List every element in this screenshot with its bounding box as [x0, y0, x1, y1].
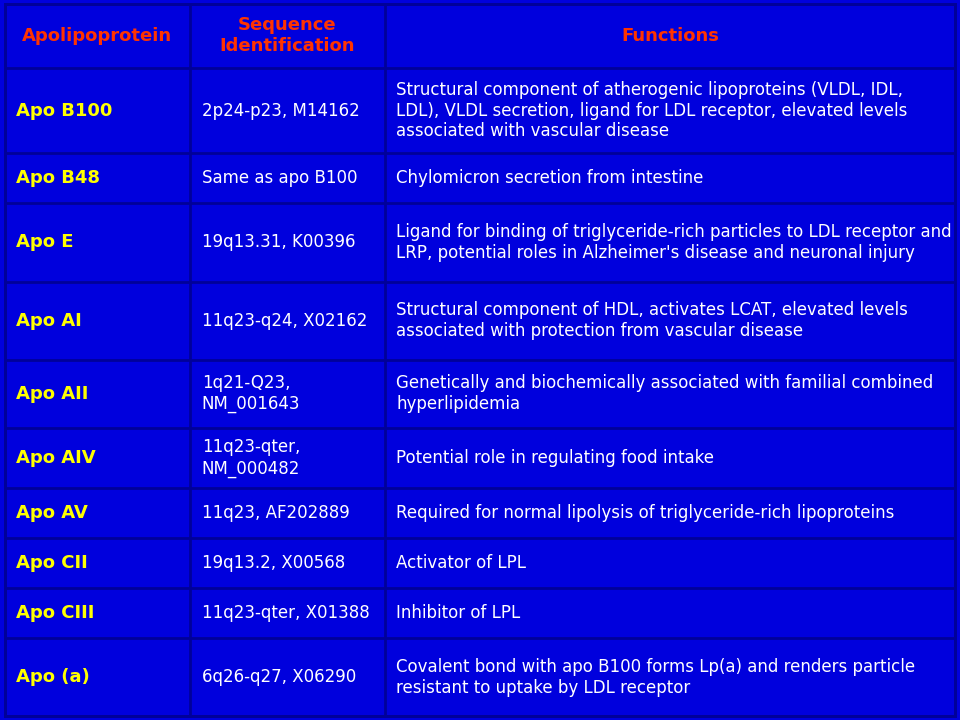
Text: Apo AII: Apo AII	[16, 385, 88, 403]
Text: 2p24-p23, M14162: 2p24-p23, M14162	[202, 102, 359, 120]
Text: Apolipoprotein: Apolipoprotein	[22, 27, 173, 45]
Text: Apo B100: Apo B100	[16, 102, 112, 120]
Text: Covalent bond with apo B100 forms Lp(a) and renders particle
resistant to uptake: Covalent bond with apo B100 forms Lp(a) …	[396, 658, 916, 696]
Text: Structural component of HDL, activates LCAT, elevated levels
associated with pro: Structural component of HDL, activates L…	[396, 302, 908, 340]
Text: 11q23-qter,
NM_000482: 11q23-qter, NM_000482	[202, 438, 300, 477]
Text: Potential role in regulating food intake: Potential role in regulating food intake	[396, 449, 714, 467]
Text: 19q13.31, K00396: 19q13.31, K00396	[202, 233, 355, 251]
Text: 1q21-Q23,
NM_001643: 1q21-Q23, NM_001643	[202, 374, 300, 413]
Text: Genetically and biochemically associated with familial combined
hyperlipidemia: Genetically and biochemically associated…	[396, 374, 934, 413]
Text: Apo E: Apo E	[16, 233, 74, 251]
Text: Apo AIV: Apo AIV	[16, 449, 96, 467]
Text: 11q23-qter, X01388: 11q23-qter, X01388	[202, 604, 370, 622]
Text: 11q23-q24, X02162: 11q23-q24, X02162	[202, 312, 367, 330]
Text: Required for normal lipolysis of triglyceride-rich lipoproteins: Required for normal lipolysis of triglyc…	[396, 504, 895, 522]
Text: 11q23, AF202889: 11q23, AF202889	[202, 504, 349, 522]
Text: Activator of LPL: Activator of LPL	[396, 554, 526, 572]
Text: 6q26-q27, X06290: 6q26-q27, X06290	[202, 668, 356, 686]
Text: Inhibitor of LPL: Inhibitor of LPL	[396, 604, 520, 622]
Text: Apo B48: Apo B48	[16, 169, 100, 187]
Text: Apo (a): Apo (a)	[16, 668, 90, 686]
Text: Same as apo B100: Same as apo B100	[202, 169, 357, 187]
Text: Apo CIII: Apo CIII	[16, 604, 95, 622]
Text: Chylomicron secretion from intestine: Chylomicron secretion from intestine	[396, 169, 704, 187]
Text: 19q13.2, X00568: 19q13.2, X00568	[202, 554, 345, 572]
Text: Functions: Functions	[621, 27, 719, 45]
Text: Apo CII: Apo CII	[16, 554, 88, 572]
Text: Structural component of atherogenic lipoproteins (VLDL, IDL,
LDL), VLDL secretio: Structural component of atherogenic lipo…	[396, 81, 908, 140]
Text: Apo AV: Apo AV	[16, 504, 88, 522]
Text: Sequence
Identification: Sequence Identification	[220, 17, 355, 55]
Text: Ligand for binding of triglyceride-rich particles to LDL receptor and
LRP, poten: Ligand for binding of triglyceride-rich …	[396, 223, 952, 262]
Text: Apo AI: Apo AI	[16, 312, 82, 330]
